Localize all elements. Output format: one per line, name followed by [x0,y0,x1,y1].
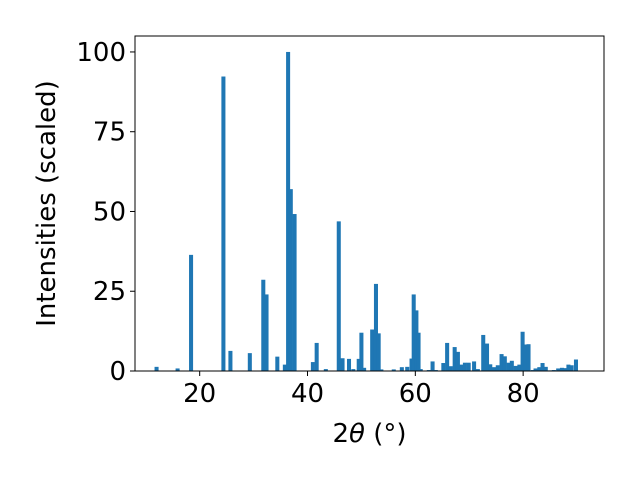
y-axis-label: Intensities (scaled) [32,80,62,327]
x-axis-label: 2θ (°) [332,419,406,449]
bar [228,350,233,371]
bar [314,342,319,371]
y-tick-label: 0 [109,357,126,387]
bar [556,368,561,371]
bar [376,333,381,371]
bar [275,356,280,371]
bar [445,342,450,371]
bar [499,354,504,371]
y-tick-label: 25 [93,277,126,307]
bar [566,364,571,371]
bar [441,363,446,371]
bar [537,367,542,371]
bar [416,332,421,371]
bar [526,344,531,371]
y-tick-label: 50 [93,197,126,227]
bar [247,353,252,371]
x-axis-ticks: 20 40 60 80 [183,371,540,409]
bar [543,366,548,371]
bar [481,334,486,371]
bar [414,310,419,371]
bar [517,364,522,371]
y-axis-ticks: 0 25 50 75 100 [76,38,135,387]
bar [509,360,514,371]
bar [356,358,361,371]
bar [310,362,315,371]
y-tick-label: 75 [93,118,126,148]
bar [288,189,293,371]
bar [405,366,410,371]
bar [351,369,356,371]
bar [573,359,578,371]
bar [466,362,471,371]
bar [409,358,414,371]
bar [459,364,464,371]
x-tick-label: 40 [291,379,324,409]
bar [391,369,396,371]
bar [411,294,416,371]
bar [362,367,367,371]
bar [513,365,518,371]
bar [359,332,364,371]
bar [264,294,269,371]
bar [492,367,497,371]
bar [175,368,180,371]
bar [540,363,545,371]
x-tick-label: 60 [399,379,432,409]
bar [286,51,291,371]
bar [379,369,384,371]
bar [430,361,435,371]
bar [221,76,226,372]
y-tick-label: 100 [76,38,126,68]
bar [340,358,345,371]
bar [455,351,460,371]
bar [495,365,500,371]
bar [418,369,423,371]
bar [292,214,297,371]
x-tick-label: 80 [507,379,540,409]
bar [399,367,404,371]
bar [452,347,457,371]
bar [472,361,477,371]
bar-group [154,51,578,372]
bar [475,369,480,371]
plot-frame [134,35,605,372]
bar [323,369,328,371]
bar [336,221,341,371]
x-tick-label: 20 [183,379,216,409]
bar [488,364,493,371]
bar [261,279,266,371]
bar [189,254,194,371]
bar [502,356,507,371]
bar [154,366,159,371]
bar [370,329,375,371]
bar [448,366,453,371]
bar [282,364,287,371]
bar [563,368,568,371]
bar [373,283,378,371]
bar [523,344,528,371]
bar [485,343,490,371]
bar [520,331,525,371]
bar [533,368,538,371]
bar [569,365,574,371]
bar [559,367,564,371]
bar [346,358,352,371]
bar [506,362,511,371]
bar [462,362,467,371]
